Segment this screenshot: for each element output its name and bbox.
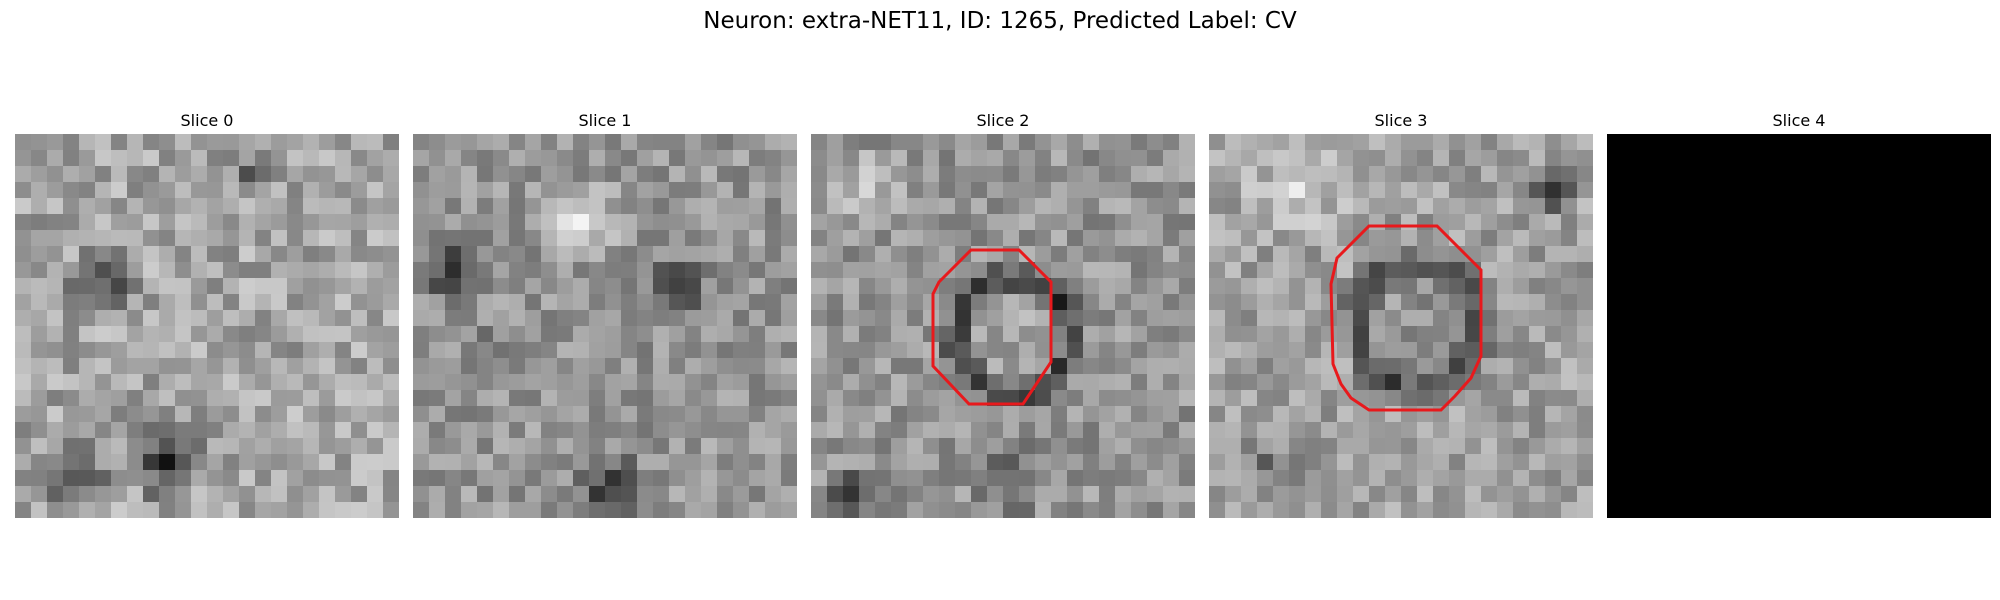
slice-panel-3: Slice 3 [1209,110,1593,518]
segmentation-contour-2 [933,250,1051,404]
segmentation-contour-3 [1331,226,1481,410]
slice-image-1 [413,134,797,518]
slice-panel-4: Slice 4 [1607,110,1991,518]
figure-title: Neuron: extra-NET11, ID: 1265, Predicted… [0,8,2000,34]
slice-pixels-1 [413,134,797,518]
slice-panel-1: Slice 1 [413,110,797,518]
contour-overlay-2 [811,134,1195,518]
slice-title-3: Slice 3 [1209,110,1593,132]
slice-title-4: Slice 4 [1607,110,1991,132]
slice-image-2 [811,134,1195,518]
slice-panel-0: Slice 0 [15,110,399,518]
slice-image-3 [1209,134,1593,518]
slice-panel-2: Slice 2 [811,110,1195,518]
slice-pixels-4 [1607,134,1991,518]
slice-title-0: Slice 0 [15,110,399,132]
slice-title-1: Slice 1 [413,110,797,132]
slice-image-4 [1607,134,1991,518]
slice-title-2: Slice 2 [811,110,1195,132]
slice-image-0 [15,134,399,518]
slice-pixels-0 [15,134,399,518]
contour-overlay-3 [1209,134,1593,518]
